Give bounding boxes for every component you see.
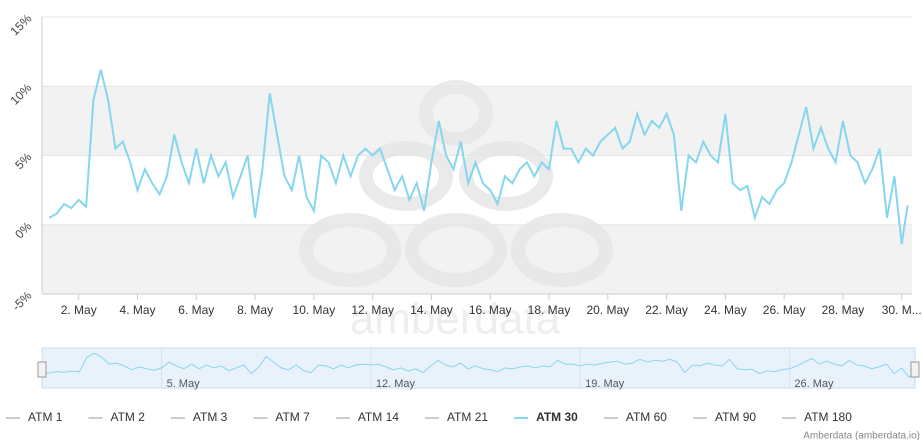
- x-tick-label: 22. May: [645, 303, 688, 317]
- navigator-mask: [41, 347, 916, 389]
- navigator-handle[interactable]: [37, 361, 47, 378]
- navigator-handle[interactable]: [910, 361, 920, 378]
- x-tick-label: 10. May: [293, 303, 336, 317]
- x-tick-label: 30. M...: [882, 303, 922, 317]
- navigator-tick-label: 26. May: [794, 378, 834, 390]
- series-line: [48, 69, 909, 245]
- navigator-line: [41, 352, 916, 378]
- legend-item[interactable]: ATM 2: [110, 410, 145, 424]
- x-tick-label: 28. May: [822, 303, 865, 317]
- credits: Amberdata (amberdata.io): [803, 431, 920, 440]
- legend-item[interactable]: ATM 30: [536, 410, 578, 424]
- x-tick-label: 6. May: [178, 303, 214, 317]
- x-tick-label: 18. May: [528, 303, 571, 317]
- legend-item[interactable]: ATM 21: [447, 410, 488, 424]
- y-tick-label: 10%: [7, 80, 34, 107]
- y-tick-label: 0%: [12, 219, 34, 241]
- x-tick-label: 8. May: [237, 303, 273, 317]
- legend-item[interactable]: ATM 60: [626, 410, 667, 424]
- y-tick-label: 5%: [12, 150, 34, 172]
- x-tick-label: 20. May: [586, 303, 629, 317]
- watermark: amberdata: [350, 295, 561, 344]
- legend-item[interactable]: ATM 14: [358, 410, 399, 424]
- navigator-tick-label: 5. May: [167, 378, 201, 390]
- x-tick-label: 24. May: [704, 303, 747, 317]
- x-tick-label: 16. May: [469, 303, 512, 317]
- legend-item[interactable]: ATM 1: [28, 410, 63, 424]
- legend-item[interactable]: ATM 90: [715, 410, 756, 424]
- x-tick-label: 14. May: [410, 303, 453, 317]
- y-tick-label: 15%: [7, 11, 34, 38]
- legend-item[interactable]: ATM 7: [275, 410, 310, 424]
- x-tick-label: 4. May: [120, 303, 156, 317]
- navigator-tick-label: 12. May: [376, 378, 416, 390]
- navigator-tick-label: 19. May: [585, 378, 625, 390]
- x-tick-label: 12. May: [351, 303, 394, 317]
- y-tick-label: -5%: [9, 288, 34, 313]
- legend-item[interactable]: ATM 3: [193, 410, 228, 424]
- watermark-logo: [299, 80, 613, 287]
- x-tick-label: 26. May: [763, 303, 806, 317]
- x-tick-label: 2. May: [61, 303, 97, 317]
- legend-item[interactable]: ATM 180: [804, 410, 852, 424]
